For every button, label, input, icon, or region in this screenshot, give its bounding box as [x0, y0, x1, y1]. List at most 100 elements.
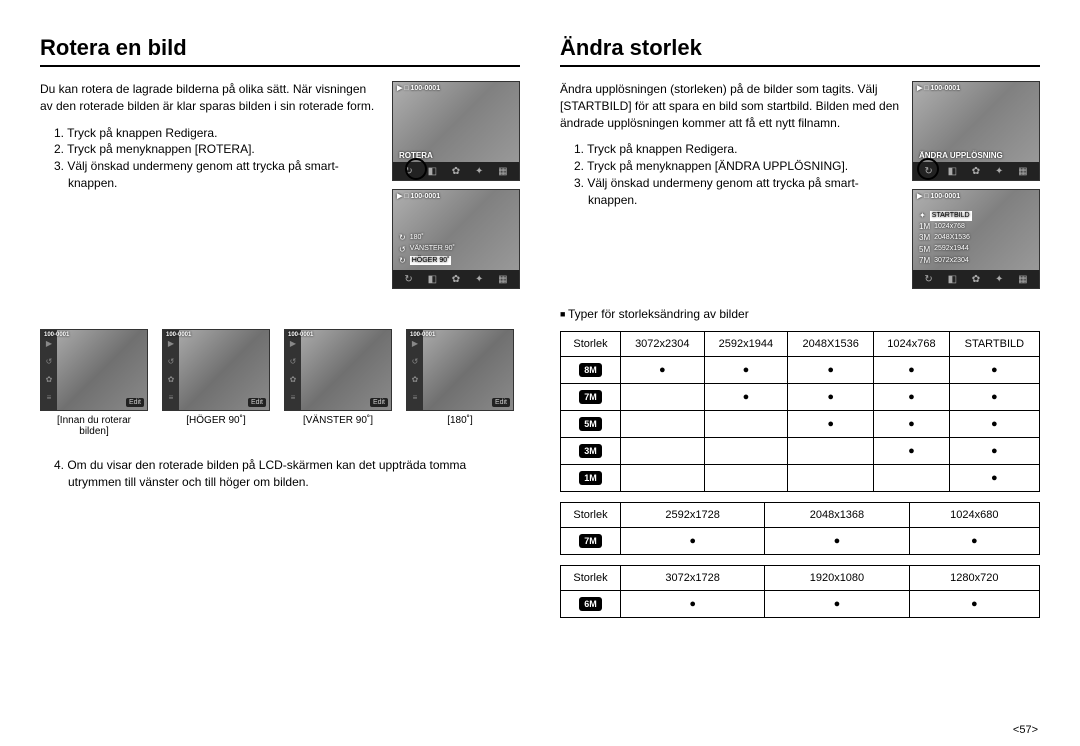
table-cell: ●: [788, 357, 874, 384]
table-cell: [874, 465, 950, 492]
menu-text: STARTBILD: [930, 211, 972, 221]
table-cell: ●: [621, 528, 765, 555]
r-lcd2-topbar: ▶ □ 100-0001: [917, 192, 960, 200]
table-cell: ●: [874, 384, 950, 411]
table-cell: ●: [949, 384, 1039, 411]
r-lcd2-iconbar: ↻◧✿✦▦: [913, 270, 1039, 288]
table-row: 7M●●●: [561, 528, 1040, 555]
resize-table-1: Storlek3072x23042592x19442048X15361024x7…: [560, 331, 1040, 492]
thumb-item: ▶↺✿≡100-0001Edit [Innan du roterarbilden]: [40, 329, 148, 437]
table-cell: [788, 438, 874, 465]
table-cell: ●: [765, 528, 909, 555]
menu-row: 3M2048X1536: [919, 232, 972, 243]
menu-row: ↺VÄNSTER 90˚: [399, 244, 455, 255]
lcd-rotate-menu: ▶ □ 100-0001 ↻ 180˚↺VÄNSTER 90˚↻ HÖGER 90˚…: [392, 189, 520, 289]
left-step-3: 3. Välj önskad undermeny genom att tryck…: [54, 158, 382, 192]
right-column: Ändra storlek Ändra upplösningen (storle…: [560, 35, 1040, 628]
menu-text: HÖGER 90˚: [410, 256, 452, 266]
table-cell: [621, 438, 705, 465]
lcd-resize-mode: ▶ □ 100-0001 ÄNDRA UPPLÖSNING ↻◧✿✦▦: [912, 81, 1040, 181]
size-badge: 7M: [579, 390, 602, 404]
menu-icon: ↻: [399, 232, 406, 243]
right-step-3: 3. Välj önskad undermeny genom att tryck…: [574, 175, 902, 209]
table-header: STARTBILD: [949, 332, 1039, 357]
size-badge: 6M: [579, 597, 602, 611]
right-step-2: 2. Tryck på menyknappen [ÄNDRA UPPLÖSNIN…: [574, 158, 902, 175]
lcd2-menu: ↻ 180˚↺VÄNSTER 90˚↻ HÖGER 90˚: [399, 232, 455, 266]
palette-icon: ✿: [452, 166, 460, 177]
resize-table-2: Storlek2592x17282048x13681024x6807M●●●: [560, 502, 1040, 555]
table-cell: ●: [949, 438, 1039, 465]
menu-icon: ✦: [919, 210, 926, 221]
table-cell: ●: [704, 357, 788, 384]
menu-icon: ↺: [399, 244, 406, 255]
menu-row: 5M2592x1944: [919, 244, 972, 255]
size-badge-cell: 7M: [561, 528, 621, 555]
table-cell: ●: [874, 411, 950, 438]
left-column: Rotera en bild Du kan rotera de lagrade …: [40, 35, 520, 628]
thumb-image: ▶↺✿≡100-0001Edit: [284, 329, 392, 411]
table-row: 3M●●: [561, 438, 1040, 465]
size-badge-cell: 6M: [561, 591, 621, 618]
menu-row: ✦ STARTBILD: [919, 210, 972, 221]
menu-text: 180˚: [410, 233, 424, 243]
table-header: 1024x680: [909, 503, 1039, 528]
thumb-image: ▶↺✿≡100-0001Edit: [40, 329, 148, 411]
table-cell: ●: [621, 591, 765, 618]
thumb-image: ▶↺✿≡100-0001Edit: [406, 329, 514, 411]
table-header: Storlek: [561, 566, 621, 591]
menu-icon: 3M: [919, 232, 930, 243]
lcd2-topbar: ▶ □ 100-0001: [397, 192, 440, 200]
thumb-caption: [VÄNSTER 90˚]: [284, 415, 392, 426]
subheading-resize-types: Typer för storleksändring av bilder: [560, 307, 1040, 321]
table-header: 2048X1536: [788, 332, 874, 357]
circle-highlight-icon: [405, 158, 427, 180]
left-step-1: 1. Tryck på knappen Redigera.: [54, 125, 382, 142]
thumb-caption: bilden]: [40, 426, 148, 437]
lcd1-topbar: ▶ □ 100-0001: [397, 84, 440, 92]
table-cell: ●: [949, 411, 1039, 438]
table-header: 3072x1728: [621, 566, 765, 591]
table-cell: ●: [949, 465, 1039, 492]
table-header: 3072x2304: [621, 332, 705, 357]
left-note-4: 4. Om du visar den roterade bilden på LC…: [54, 457, 520, 491]
thumbs-row: ▶↺✿≡100-0001Edit [Innan du roterarbilden]…: [40, 329, 520, 437]
menu-icon: 1M: [919, 221, 930, 232]
table-cell: ●: [909, 528, 1039, 555]
right-intro: Ändra upplösningen (storleken) på de bil…: [560, 81, 902, 131]
left-step-2: 2. Tryck på menyknappen [ROTERA].: [54, 141, 382, 158]
size-badge: 5M: [579, 417, 602, 431]
table-cell: [621, 384, 705, 411]
size-badge-cell: 5M: [561, 411, 621, 438]
table-row: 1M●: [561, 465, 1040, 492]
lcd2-iconbar: ↻◧✿✦▦: [393, 270, 519, 288]
table-row: 8M●●●●●: [561, 357, 1040, 384]
table-cell: ●: [874, 357, 950, 384]
size-badge-cell: 3M: [561, 438, 621, 465]
table-header: Storlek: [561, 332, 621, 357]
menu-row: ↻ 180˚: [399, 232, 455, 243]
thumb-caption: [180˚]: [406, 415, 514, 426]
table-cell: ●: [788, 411, 874, 438]
size-badge: 7M: [579, 534, 602, 548]
size-badge: 8M: [579, 363, 602, 377]
edit-button: Edit: [126, 398, 144, 407]
resize-table-3: Storlek3072x17281920x10801280x7206M●●●: [560, 565, 1040, 618]
r-lcd2-menu: ✦STARTBILD1M1024x7683M2048X15365M2592x19…: [919, 210, 972, 266]
table-cell: ●: [909, 591, 1039, 618]
table-header: 2592x1728: [621, 503, 765, 528]
table-header: Storlek: [561, 503, 621, 528]
table-cell: [621, 411, 705, 438]
table-header: 2592x1944: [704, 332, 788, 357]
size-badge-cell: 7M: [561, 384, 621, 411]
menu-text: 2592x1944: [934, 244, 969, 254]
table-cell: [704, 411, 788, 438]
size-badge-cell: 8M: [561, 357, 621, 384]
thumb-caption: [Innan du roterar: [40, 415, 148, 426]
r-lcd1-topbar: ▶ □ 100-0001: [917, 84, 960, 92]
lcd-resize-menu: ▶ □ 100-0001 ✦STARTBILD1M1024x7683M2048X…: [912, 189, 1040, 289]
thumb-caption: [HÖGER 90˚]: [162, 415, 270, 426]
menu-row: 7M3072x2304: [919, 255, 972, 266]
effect-icon: ✦: [475, 166, 483, 177]
table-cell: [704, 438, 788, 465]
